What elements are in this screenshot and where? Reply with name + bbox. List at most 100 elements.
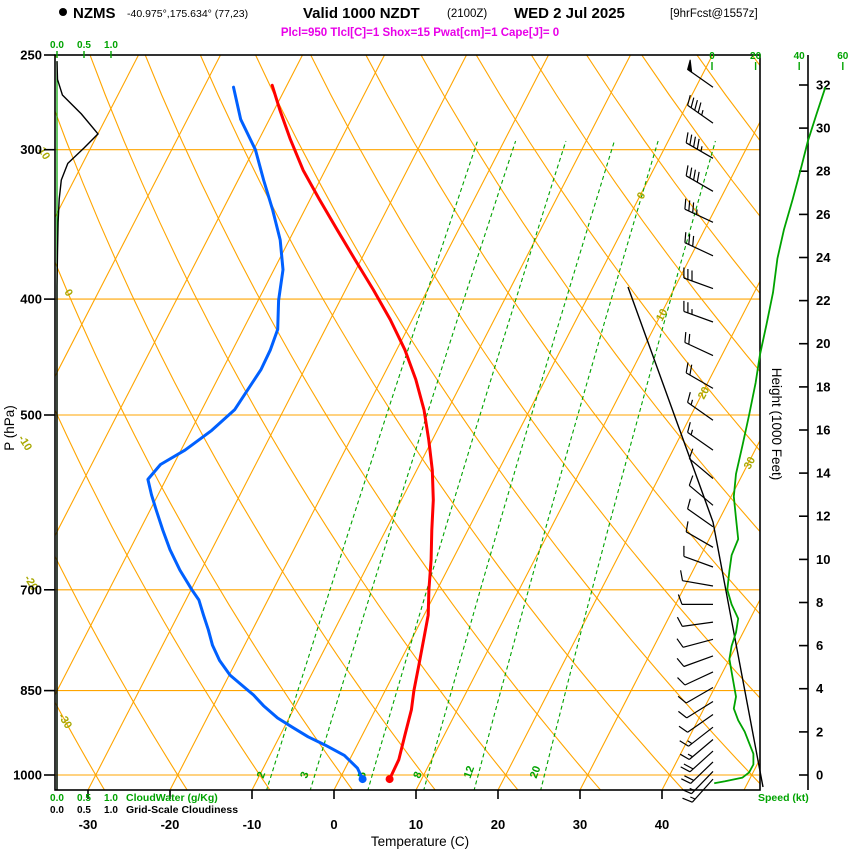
isotherm-label: 30: [742, 455, 758, 471]
wind-barb: [688, 475, 714, 506]
cloudiness-bottom-tick: 1.0: [104, 805, 118, 816]
wind-barbs: [676, 59, 714, 803]
pressure-tick-label: 1000: [13, 768, 42, 783]
wind-barb: [683, 300, 714, 323]
wind-barb: [680, 750, 714, 773]
temperature-tick-label: -30: [79, 817, 98, 832]
cloudiness-caption: Grid-Scale Cloudiness: [126, 804, 238, 816]
skewt-grid: [55, 55, 760, 790]
speed-tick-label: 0: [709, 51, 715, 62]
temperature-tick-label: 40: [655, 817, 669, 832]
pressure-axis-label: P (hPa): [2, 405, 17, 451]
cloudwater-bottom-tick: 1.0: [104, 793, 118, 804]
height-tick-label: 28: [816, 164, 830, 179]
station-name: NZMS: [73, 5, 116, 22]
temperature-curve: [270, 83, 435, 781]
wind-barb: [688, 448, 714, 479]
height-tick-label: 20: [816, 336, 830, 351]
wind-barb: [687, 422, 714, 451]
dry-adiabat-label: -30: [55, 711, 74, 731]
speed-tick-label: 40: [794, 51, 806, 62]
dry-adiabat-label: 0: [61, 287, 74, 299]
forecast-tag: [9hrFcst@1557z]: [670, 8, 758, 20]
dry-adiabat-label: -10: [15, 433, 34, 453]
isotherm-label: 20: [696, 385, 712, 401]
temperature-tick-label: 30: [573, 817, 587, 832]
height-tick-label: 6: [816, 638, 823, 653]
wind-barb: [678, 714, 714, 733]
wind-speed-curve: [714, 86, 827, 785]
speed-tick-label: 60: [837, 51, 849, 62]
cloudiness-bottom-tick: 0.5: [77, 805, 91, 816]
wind-barb: [684, 198, 714, 223]
mixing-ratio-label: 5: [356, 770, 369, 780]
height-axis-label: Height (1000 Feet): [769, 368, 784, 481]
height-tick-label: 22: [816, 293, 830, 308]
wind-barb: [685, 165, 714, 192]
temperature-tick-label: 10: [409, 817, 423, 832]
wind-barb: [681, 770, 714, 795]
height-tick-label: 24: [816, 250, 831, 265]
wind-barb: [687, 68, 714, 88]
pressure-tick-label: 700: [20, 582, 42, 597]
wind-barb: [683, 545, 714, 568]
speed-tick-label: 20: [750, 51, 762, 62]
mixing-ratio-label: 20: [528, 764, 543, 780]
wind-barb: [676, 655, 714, 668]
wind-barb: [676, 616, 714, 627]
pressure-tick-label: 300: [20, 142, 42, 157]
surface-dewpoint-dot: [358, 775, 367, 784]
wind-barb: [677, 671, 714, 686]
station-bullet-icon: [59, 8, 67, 16]
height-tick-label: 32: [816, 78, 830, 93]
pressure-tick-label: 400: [20, 292, 42, 307]
wind-barb: [676, 638, 714, 648]
pressure-tick-label: 250: [20, 48, 42, 63]
temperature-tick-label: 20: [491, 817, 505, 832]
cloudwater-scale-tick: 0.5: [77, 40, 91, 51]
wind-barb: [679, 726, 714, 747]
wind-barb: [680, 570, 714, 587]
station-coords: -40.975°,175.634° (77,23): [127, 8, 248, 20]
height-tick-label: 10: [816, 552, 830, 567]
cloudwater-bottom-tick: 0.0: [50, 793, 64, 804]
wind-barb: [684, 332, 714, 357]
valid-time-label: Valid 1000 NZDT: [303, 5, 420, 22]
wind-barb: [678, 700, 714, 719]
pressure-tick-label: 850: [20, 683, 42, 698]
wind-barb: [677, 594, 713, 605]
isotherm-label: 0: [635, 190, 648, 201]
cloudwater-bottom-tick: 0.5: [77, 793, 91, 804]
wind-barb: [681, 761, 714, 784]
wind-barb: [685, 132, 714, 159]
speed-caption: Speed (kt): [758, 792, 809, 804]
height-tick-label: 16: [816, 423, 830, 438]
wind-barb: [687, 498, 714, 528]
temperature-tick-label: -10: [243, 817, 262, 832]
height-tick-label: 18: [816, 379, 830, 394]
cloudwater-caption: CloudWater (g/Kg): [126, 792, 218, 804]
height-tick-label: 4: [816, 681, 824, 696]
stability-indices: Plcl=950 Tlcl[C]=1 Shox=15 Pwat[cm]=1 Ca…: [281, 27, 559, 39]
height-tick-label: 30: [816, 121, 830, 136]
wind-barb: [685, 362, 714, 389]
height-tick-label: 12: [816, 509, 830, 524]
height-tick-label: 8: [816, 595, 823, 610]
mixing-ratio-label: 2: [255, 770, 268, 780]
dewpoint-curve: [146, 85, 365, 781]
cloud-scales: 0.00.00.50.51.01.00.0 0.5 1.0: [50, 40, 118, 816]
temperature-tick-label: 0: [330, 817, 337, 832]
mixing-ratio-label: 8: [411, 770, 424, 780]
mixing-ratio-label: 12: [462, 764, 477, 780]
wind-barb: [687, 392, 714, 421]
valid-zulu: (2100Z): [447, 8, 487, 20]
wind-barb: [677, 686, 714, 704]
cloudwater-scale-tick: 1.0: [104, 40, 118, 51]
wind-barb: [682, 778, 714, 803]
height-tick-label: 14: [816, 466, 831, 481]
